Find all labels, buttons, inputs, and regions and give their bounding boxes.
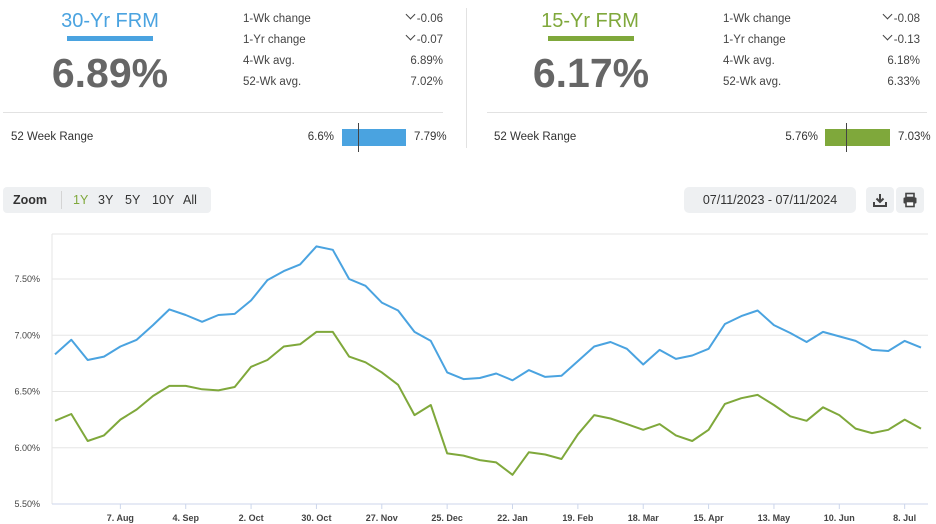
stat-label: 4-Wk avg.: [723, 55, 775, 67]
stat-label: 4-Wk avg.: [243, 55, 295, 67]
panel-divider: [3, 112, 443, 113]
rate-30yr-stats: 1-Wk change -0.06 1-Yr change -0.07 4-Wk a…: [243, 9, 443, 96]
stat-value: -0.07: [405, 30, 443, 47]
y-tick-label: 7.00%: [14, 330, 40, 340]
stat-label: 1-Yr change: [723, 34, 786, 46]
x-tick-label: 8. Jul: [893, 513, 916, 523]
zoom-divider: [61, 191, 62, 209]
panel-separator: [466, 8, 467, 148]
range-max: 7.79%: [414, 131, 447, 143]
print-icon: [903, 192, 917, 208]
zoom-3y-button[interactable]: 3Y: [98, 193, 114, 207]
stat-value: -0.08: [882, 9, 920, 26]
stat-value-text: -0.13: [893, 34, 920, 46]
stat-value-text: -0.08: [893, 13, 920, 25]
range-marker: [357, 123, 360, 152]
stat-label: 1-Wk change: [723, 13, 791, 25]
stat-value: 7.02%: [410, 76, 443, 88]
x-tick-label: 10. Jun: [824, 513, 855, 523]
rate-30yr-title: 30-Yr FRM: [61, 10, 159, 32]
x-tick-label: 2. Oct: [239, 513, 264, 523]
stat-value: 6.89%: [410, 55, 443, 67]
x-tick-label: 4. Sep: [172, 513, 199, 523]
rate-15yr-panel: 15-Yr FRM 6.17% 1-Wk change -0.08 1-Yr ch…: [484, 0, 936, 152]
stat-label: 52-Wk avg.: [723, 76, 782, 88]
x-tick-label: 22. Jan: [497, 513, 528, 523]
chevron-down-icon: [882, 9, 893, 20]
x-tick-label: 15. Apr: [693, 513, 724, 523]
stat-row: 1-Wk change -0.08: [723, 9, 920, 33]
date-range-picker[interactable]: 07/11/2023 - 07/11/2024: [684, 187, 856, 213]
stat-row: 4-Wk avg. 6.89%: [243, 54, 443, 75]
rate-15yr-stats: 1-Wk change -0.08 1-Yr change -0.13 4-Wk a…: [723, 9, 920, 96]
y-tick-label: 6.00%: [14, 443, 40, 453]
stat-row: 4-Wk avg. 6.18%: [723, 54, 920, 75]
x-tick-label: 7. Aug: [107, 513, 134, 523]
stat-value: -0.06: [405, 9, 443, 26]
chevron-down-icon: [405, 9, 416, 20]
stat-value: -0.13: [882, 30, 920, 47]
zoom-selector: Zoom 1Y 3Y 5Y 10Y All: [3, 187, 211, 213]
rate-30yr-title-bar: [67, 36, 153, 41]
range-min: 5.76%: [785, 131, 818, 143]
range-label: 52 Week Range: [494, 131, 577, 143]
stat-row: 52-Wk avg. 6.33%: [723, 75, 920, 96]
range-bar: [825, 129, 890, 146]
y-tick-label: 6.50%: [14, 387, 40, 397]
stat-label: 1-Wk change: [243, 13, 311, 25]
zoom-1y-button[interactable]: 1Y: [73, 193, 89, 207]
chevron-down-icon: [882, 30, 893, 41]
stat-value: 6.18%: [887, 55, 920, 67]
stat-label: 52-Wk avg.: [243, 76, 302, 88]
zoom-label: Zoom: [13, 193, 48, 207]
zoom-all-button[interactable]: All: [183, 193, 197, 207]
range-bar: [342, 129, 406, 146]
download-button[interactable]: [866, 187, 894, 213]
rate-15yr-title-bar: [548, 36, 634, 41]
x-tick-label: 30. Oct: [301, 513, 331, 523]
series-line-rate30: [54, 245, 922, 382]
x-tick-label: 19. Feb: [562, 513, 594, 523]
range-marker: [845, 123, 848, 152]
x-tick-label: 18. Mar: [628, 513, 660, 523]
rate-30yr-panel: 30-Yr FRM 6.89% 1-Wk change -0.06 1-Yr ch…: [0, 0, 460, 152]
range-min: 6.6%: [307, 131, 334, 143]
zoom-10y-button[interactable]: 10Y: [152, 193, 175, 207]
stat-row: 1-Yr change -0.07: [243, 30, 443, 54]
chevron-down-icon: [405, 30, 416, 41]
range-max: 7.03%: [898, 131, 931, 143]
panel-divider: [487, 112, 927, 113]
rate-30yr-value: 6.89%: [51, 50, 169, 96]
rate-history-chart: 5.50% 6.00% 6.50% 7.00% 7.50% 7. Aug 4. Sep 2. …: [14, 233, 928, 523]
stat-label: 1-Yr change: [243, 34, 306, 46]
rate-15yr-title: 15-Yr FRM: [541, 10, 639, 32]
download-icon: [873, 194, 887, 207]
range-label: 52 Week Range: [11, 131, 94, 143]
stat-value-text: -0.06: [416, 13, 443, 25]
print-button[interactable]: [896, 187, 924, 213]
stat-row: 1-Wk change -0.06: [243, 9, 443, 33]
series-line-rate15: [54, 330, 922, 476]
stat-row: 1-Yr change -0.13: [723, 30, 920, 54]
x-tick-label: 27. Nov: [366, 513, 398, 523]
stat-value: 6.33%: [887, 76, 920, 88]
x-tick-label: 13. May: [758, 513, 791, 523]
x-tick-label: 25. Dec: [431, 513, 463, 523]
stat-row: 52-Wk avg. 7.02%: [243, 75, 443, 96]
y-tick-label: 5.50%: [14, 499, 40, 509]
y-tick-label: 7.50%: [14, 274, 40, 284]
stat-value-text: -0.07: [416, 34, 443, 46]
zoom-5y-button[interactable]: 5Y: [125, 193, 141, 207]
rate-15yr-value: 6.17%: [532, 50, 650, 96]
